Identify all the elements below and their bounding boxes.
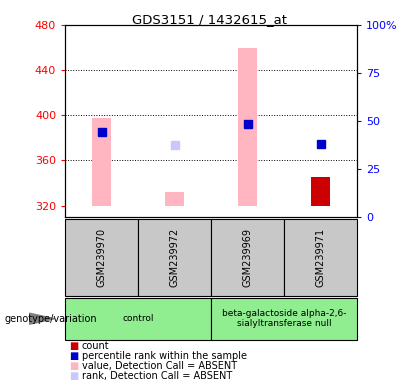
Text: ■: ■ xyxy=(69,351,78,361)
Bar xyxy=(65,219,138,296)
Bar xyxy=(92,118,111,206)
Text: rank, Detection Call = ABSENT: rank, Detection Call = ABSENT xyxy=(82,371,232,381)
Bar xyxy=(138,219,211,296)
Bar xyxy=(211,219,284,296)
Text: control: control xyxy=(122,314,154,323)
Text: GSM239971: GSM239971 xyxy=(315,228,326,287)
Text: GSM239972: GSM239972 xyxy=(170,228,180,287)
Bar xyxy=(65,298,211,340)
Text: beta-galactoside alpha-2,6-
sialyltransferase null: beta-galactoside alpha-2,6- sialyltransf… xyxy=(222,309,346,328)
Text: GSM239969: GSM239969 xyxy=(242,228,252,287)
Bar xyxy=(284,219,357,296)
Bar xyxy=(165,192,184,206)
Text: GDS3151 / 1432615_at: GDS3151 / 1432615_at xyxy=(132,13,288,26)
Text: ■: ■ xyxy=(69,341,78,351)
Text: count: count xyxy=(82,341,110,351)
Text: genotype/variation: genotype/variation xyxy=(4,314,97,324)
Text: GSM239970: GSM239970 xyxy=(97,228,107,287)
Text: ■: ■ xyxy=(69,371,78,381)
Bar xyxy=(239,48,257,206)
Text: percentile rank within the sample: percentile rank within the sample xyxy=(82,351,247,361)
Text: value, Detection Call = ABSENT: value, Detection Call = ABSENT xyxy=(82,361,237,371)
Polygon shape xyxy=(29,313,55,324)
Text: ■: ■ xyxy=(69,361,78,371)
Bar xyxy=(311,177,330,206)
Bar xyxy=(211,298,357,340)
